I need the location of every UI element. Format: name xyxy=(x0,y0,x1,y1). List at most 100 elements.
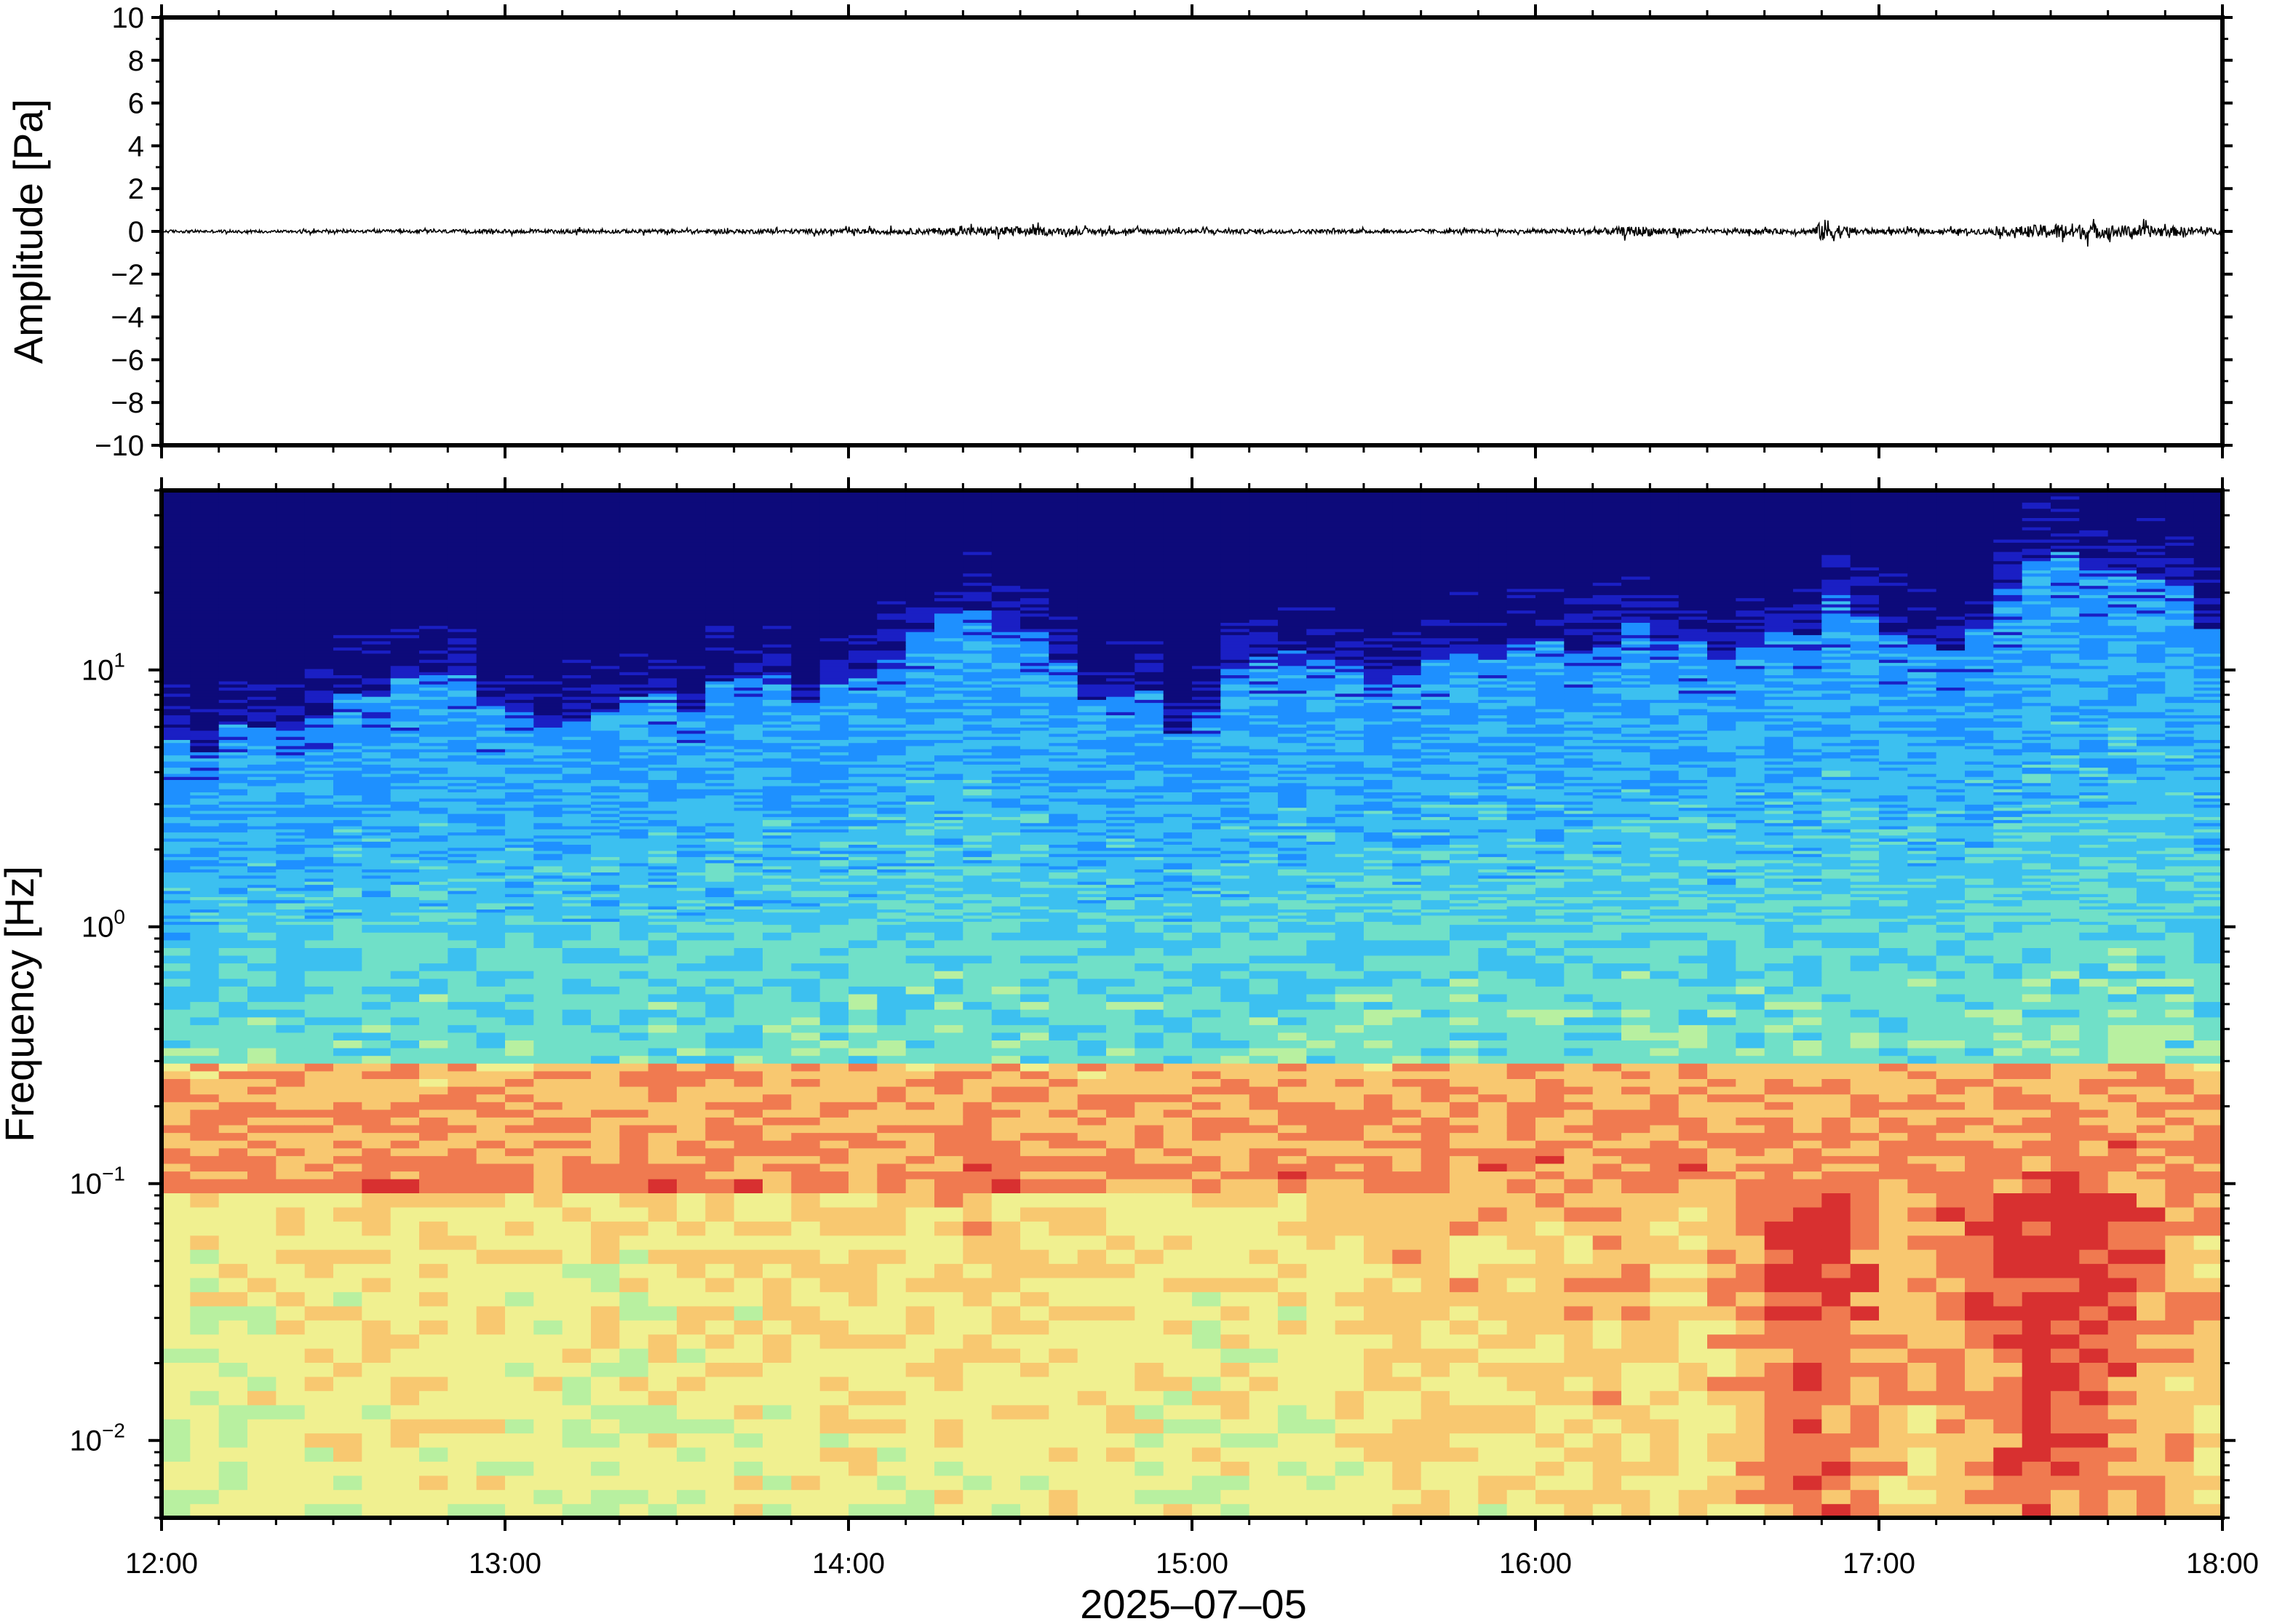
spectrogram-cell xyxy=(247,1291,277,1307)
spectrogram-cell xyxy=(304,1124,334,1134)
spectrogram-cell xyxy=(505,866,534,869)
spectrogram-cell xyxy=(591,776,620,780)
spectrogram-cell xyxy=(533,749,563,752)
spectrogram-cell xyxy=(390,767,420,771)
spectrogram-cell xyxy=(304,493,334,497)
spectrogram-cell xyxy=(763,736,792,740)
spectrogram-cell xyxy=(705,804,735,808)
spectrogram-cell xyxy=(390,866,420,869)
spectrogram-cell xyxy=(276,792,306,796)
spectrogram-cell xyxy=(448,687,477,691)
spectrogram-cell xyxy=(304,1235,334,1250)
spectrogram-cell xyxy=(276,702,306,706)
spectrogram-cell xyxy=(533,690,563,694)
spectrogram-cell xyxy=(476,739,506,744)
spectrogram-cell xyxy=(190,588,220,592)
spectrogram-cell xyxy=(677,557,706,562)
spectrogram-cell xyxy=(476,749,506,752)
spectrogram-cell xyxy=(505,829,534,833)
spectrogram-cell xyxy=(448,822,477,827)
spectrogram-cell xyxy=(819,1086,849,1095)
spectrogram-cell xyxy=(162,1055,191,1064)
spectrogram-cell xyxy=(591,508,620,512)
spectrogram-cell xyxy=(333,1132,362,1141)
spectrogram-cell xyxy=(276,644,306,648)
spectrogram-cell xyxy=(419,517,448,522)
spectrogram-cell xyxy=(677,826,706,829)
spectrogram-cell xyxy=(390,1404,420,1420)
spectrogram-cell xyxy=(333,853,362,857)
spectrogram-cell xyxy=(819,1263,849,1278)
spectrogram-cell xyxy=(791,527,821,530)
spectrogram-cell xyxy=(849,1461,878,1476)
spectrogram-cell xyxy=(190,947,220,956)
spectrogram-cell xyxy=(648,527,677,530)
spectrogram-cell xyxy=(677,915,706,919)
spectrogram-cell xyxy=(247,1132,277,1141)
spectrogram-cell xyxy=(190,517,220,522)
spectrogram-cell xyxy=(276,674,306,679)
spectrogram-cell xyxy=(533,560,563,565)
spectrogram-cell xyxy=(705,1433,735,1448)
spectrogram-cell xyxy=(562,1132,592,1141)
spectrogram-cell xyxy=(162,1117,191,1126)
spectrogram-cell xyxy=(819,835,849,839)
spectrogram-cell xyxy=(162,804,191,808)
spectrogram-cell xyxy=(533,878,563,882)
spectrogram-cell xyxy=(362,674,392,679)
spectrogram-cell xyxy=(591,502,620,506)
spectrogram-cell xyxy=(390,656,420,660)
spectrogram-cell xyxy=(276,628,306,632)
spectrogram-cell xyxy=(648,776,677,780)
spectrogram-cell xyxy=(763,600,792,605)
spectrogram-cell xyxy=(333,1503,362,1518)
spectrogram-cell xyxy=(390,1024,420,1033)
spectrogram-cell xyxy=(648,1263,677,1278)
spectrogram-cell xyxy=(247,592,277,595)
spectrogram-cell xyxy=(562,859,592,864)
spectrogram-cell xyxy=(648,637,677,642)
spectrogram-cell xyxy=(247,690,277,694)
spectrogram-cell xyxy=(705,1070,735,1079)
spectrogram-cell xyxy=(419,1040,448,1048)
spectrogram-cell xyxy=(505,776,534,780)
spectrogram-cell xyxy=(819,616,849,620)
spectrogram-cell xyxy=(304,696,334,700)
spectrogram-cell xyxy=(791,912,821,916)
spectrogram-cell xyxy=(677,727,706,731)
spectrogram-cell xyxy=(476,1206,506,1222)
spectrogram-cell xyxy=(677,1171,706,1179)
spectrogram-cell xyxy=(763,690,792,694)
spectrogram-cell xyxy=(849,1102,878,1110)
spectrogram-cell xyxy=(791,628,821,632)
spectrogram-cell xyxy=(562,872,592,876)
spectrogram-cell xyxy=(791,523,821,528)
spectrogram-cell xyxy=(419,724,448,728)
spectrogram-cell xyxy=(333,801,362,805)
spectrogram-cell xyxy=(677,1094,706,1102)
spectrogram-cell xyxy=(247,807,277,811)
spectrogram-cell xyxy=(705,560,735,565)
spectrogram-cell xyxy=(476,801,506,805)
spectrogram-cell xyxy=(362,1055,392,1064)
spectrogram-cell xyxy=(819,776,849,780)
spectrogram-cell xyxy=(619,576,649,580)
spectrogram-cell xyxy=(763,742,792,747)
spectrogram-cell xyxy=(763,1086,792,1095)
spectrogram-cell xyxy=(677,573,706,577)
spectrogram-cell xyxy=(476,640,506,645)
spectrogram-cell xyxy=(390,887,420,891)
spectrogram-cell xyxy=(648,715,677,719)
spectrogram-cell xyxy=(218,915,248,919)
spectrogram-cell xyxy=(505,878,534,882)
spectrogram-cell xyxy=(476,893,506,897)
spectrogram-cell xyxy=(190,1163,220,1172)
spectrogram-cell xyxy=(648,699,677,704)
spectrogram-cell xyxy=(448,785,477,789)
spectrogram-cell xyxy=(533,1147,563,1156)
spectrogram-cell xyxy=(448,939,477,948)
spectrogram-cell xyxy=(218,822,248,827)
spectrogram-cell xyxy=(190,844,220,848)
spectrogram-cell xyxy=(276,687,306,691)
spectrogram-cell xyxy=(734,856,763,861)
